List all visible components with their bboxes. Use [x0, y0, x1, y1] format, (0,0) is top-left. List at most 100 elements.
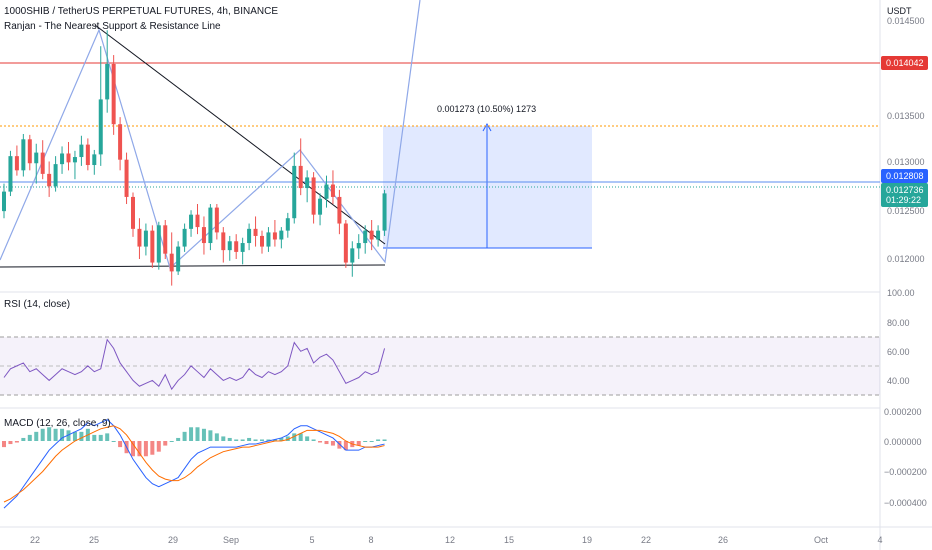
candle-body	[350, 248, 355, 263]
chart-title[interactable]: 1000SHIB / TetherUS PERPETUAL FUTURES, 4…	[4, 6, 278, 17]
time-tick-label: 5	[309, 535, 314, 545]
rsi-band-fill	[0, 337, 880, 395]
candle-body	[311, 177, 316, 215]
macd-histogram-bar	[189, 427, 194, 441]
candle-body	[376, 230, 381, 240]
macd-histogram-bar	[208, 430, 213, 441]
macd-histogram-bar	[105, 433, 110, 441]
candle-body	[176, 246, 181, 272]
price-tick: 0.013000	[887, 157, 925, 167]
measure-label: 0.001273 (10.50%) 1273	[437, 104, 536, 114]
last-price-text: 0.012736	[886, 185, 924, 195]
candle-body	[285, 218, 290, 231]
time-tick-label: 22	[30, 535, 40, 545]
macd-histogram-bar	[150, 441, 155, 455]
time-axis[interactable]: 22 25 29 Sep 5 8 12 15 19 22 26 Oct 4	[30, 535, 883, 545]
candle-body	[221, 232, 226, 251]
macd-signal-line	[3, 425, 385, 503]
macd-histogram-bar	[14, 441, 19, 443]
macd-histogram-bar	[8, 441, 13, 445]
macd-histogram-bar	[343, 441, 348, 451]
macd-tick: −0.000200	[884, 467, 927, 477]
macd-histogram-bar	[66, 430, 71, 441]
macd-histogram-bar	[318, 441, 323, 443]
candle-body	[60, 153, 65, 165]
price-tick: 0.012500	[887, 206, 925, 216]
candle-body	[260, 235, 264, 247]
macd-histogram-bar	[98, 434, 103, 441]
macd-line	[3, 419, 385, 509]
price-tick: 0.012000	[887, 254, 925, 264]
macd-histogram-bar	[221, 436, 226, 441]
macd-label[interactable]: MACD (12, 26, close, 9)	[4, 418, 111, 429]
candle-body	[105, 63, 110, 100]
macd-histogram-bar	[27, 434, 32, 441]
rsi-line	[3, 338, 386, 391]
macd-histogram-bar	[298, 433, 303, 441]
candle-body	[92, 154, 97, 166]
price-tick: 0.013500	[887, 111, 925, 121]
candle-body	[324, 184, 329, 199]
macd-tick: 0.000200	[884, 407, 922, 417]
time-tick-label: 4	[877, 535, 882, 545]
blue-line-price-badge	[881, 169, 928, 183]
candle-body	[208, 207, 213, 244]
candle-body	[137, 228, 142, 247]
time-tick-label: 15	[504, 535, 514, 545]
candle-body	[72, 157, 77, 163]
time-tick-label: 26	[718, 535, 728, 545]
candle-body	[214, 207, 219, 233]
macd-histogram-bar	[34, 431, 39, 441]
macd-histogram-bar	[227, 437, 232, 441]
macd-histogram-bar	[60, 428, 65, 441]
macd-histogram-bar	[356, 441, 361, 446]
macd-histogram-bar	[21, 437, 26, 441]
rsi-label[interactable]: RSI (14, close)	[4, 299, 70, 310]
macd-group	[2, 419, 387, 509]
macd-tick: −0.000400	[884, 498, 927, 508]
candle-body	[2, 191, 6, 212]
candle-body	[182, 228, 187, 247]
blue-line-price-text: 0.012808	[886, 171, 924, 181]
candle-body	[382, 193, 387, 231]
time-tick-label: 25	[89, 535, 99, 545]
macd-histogram-bar	[214, 433, 219, 441]
macd-histogram-bar	[47, 427, 52, 441]
rsi-group	[3, 338, 386, 391]
time-tick-label: 8	[368, 535, 373, 545]
candles-group	[2, 30, 387, 286]
macd-histogram-bar	[260, 439, 264, 441]
indicator-label[interactable]: Ranjan - The Nearest Support & Resistanc…	[4, 21, 221, 32]
support-trendline[interactable]	[0, 264, 386, 268]
bar-countdown-text: 01:29:22	[886, 195, 921, 205]
rsi-tick: 80.00	[887, 318, 910, 328]
macd-histogram-bar	[369, 441, 374, 442]
resistance-price-text: 0.014042	[886, 58, 924, 68]
candle-body	[150, 230, 155, 263]
macd-histogram-bar	[118, 441, 123, 448]
macd-histogram-bar	[279, 437, 284, 441]
macd-histogram-bar	[156, 441, 161, 452]
candle-body	[195, 214, 200, 228]
candle-body	[343, 223, 348, 263]
macd-tick: 0.000000	[884, 437, 922, 447]
macd-histogram-bar	[111, 441, 116, 442]
candle-body	[247, 228, 252, 244]
candle-body	[369, 230, 374, 240]
macd-histogram-bar	[163, 441, 168, 446]
candle-body	[21, 139, 26, 171]
macd-histogram-bar	[201, 428, 206, 441]
zigzag-projection-line[interactable]	[0, 0, 421, 270]
macd-histogram-bar	[330, 441, 335, 446]
macd-histogram-bar	[143, 441, 148, 457]
candle-body	[240, 243, 245, 252]
time-tick-label: Sep	[223, 535, 239, 545]
candle-body	[118, 124, 123, 160]
descending-trendline[interactable]	[94, 24, 386, 245]
macd-histogram-bar	[53, 428, 58, 441]
rsi-tick: 40.00	[887, 376, 910, 386]
macd-histogram-bar	[253, 439, 258, 441]
time-tick-label: 22	[641, 535, 651, 545]
macd-histogram-bar	[92, 434, 97, 441]
